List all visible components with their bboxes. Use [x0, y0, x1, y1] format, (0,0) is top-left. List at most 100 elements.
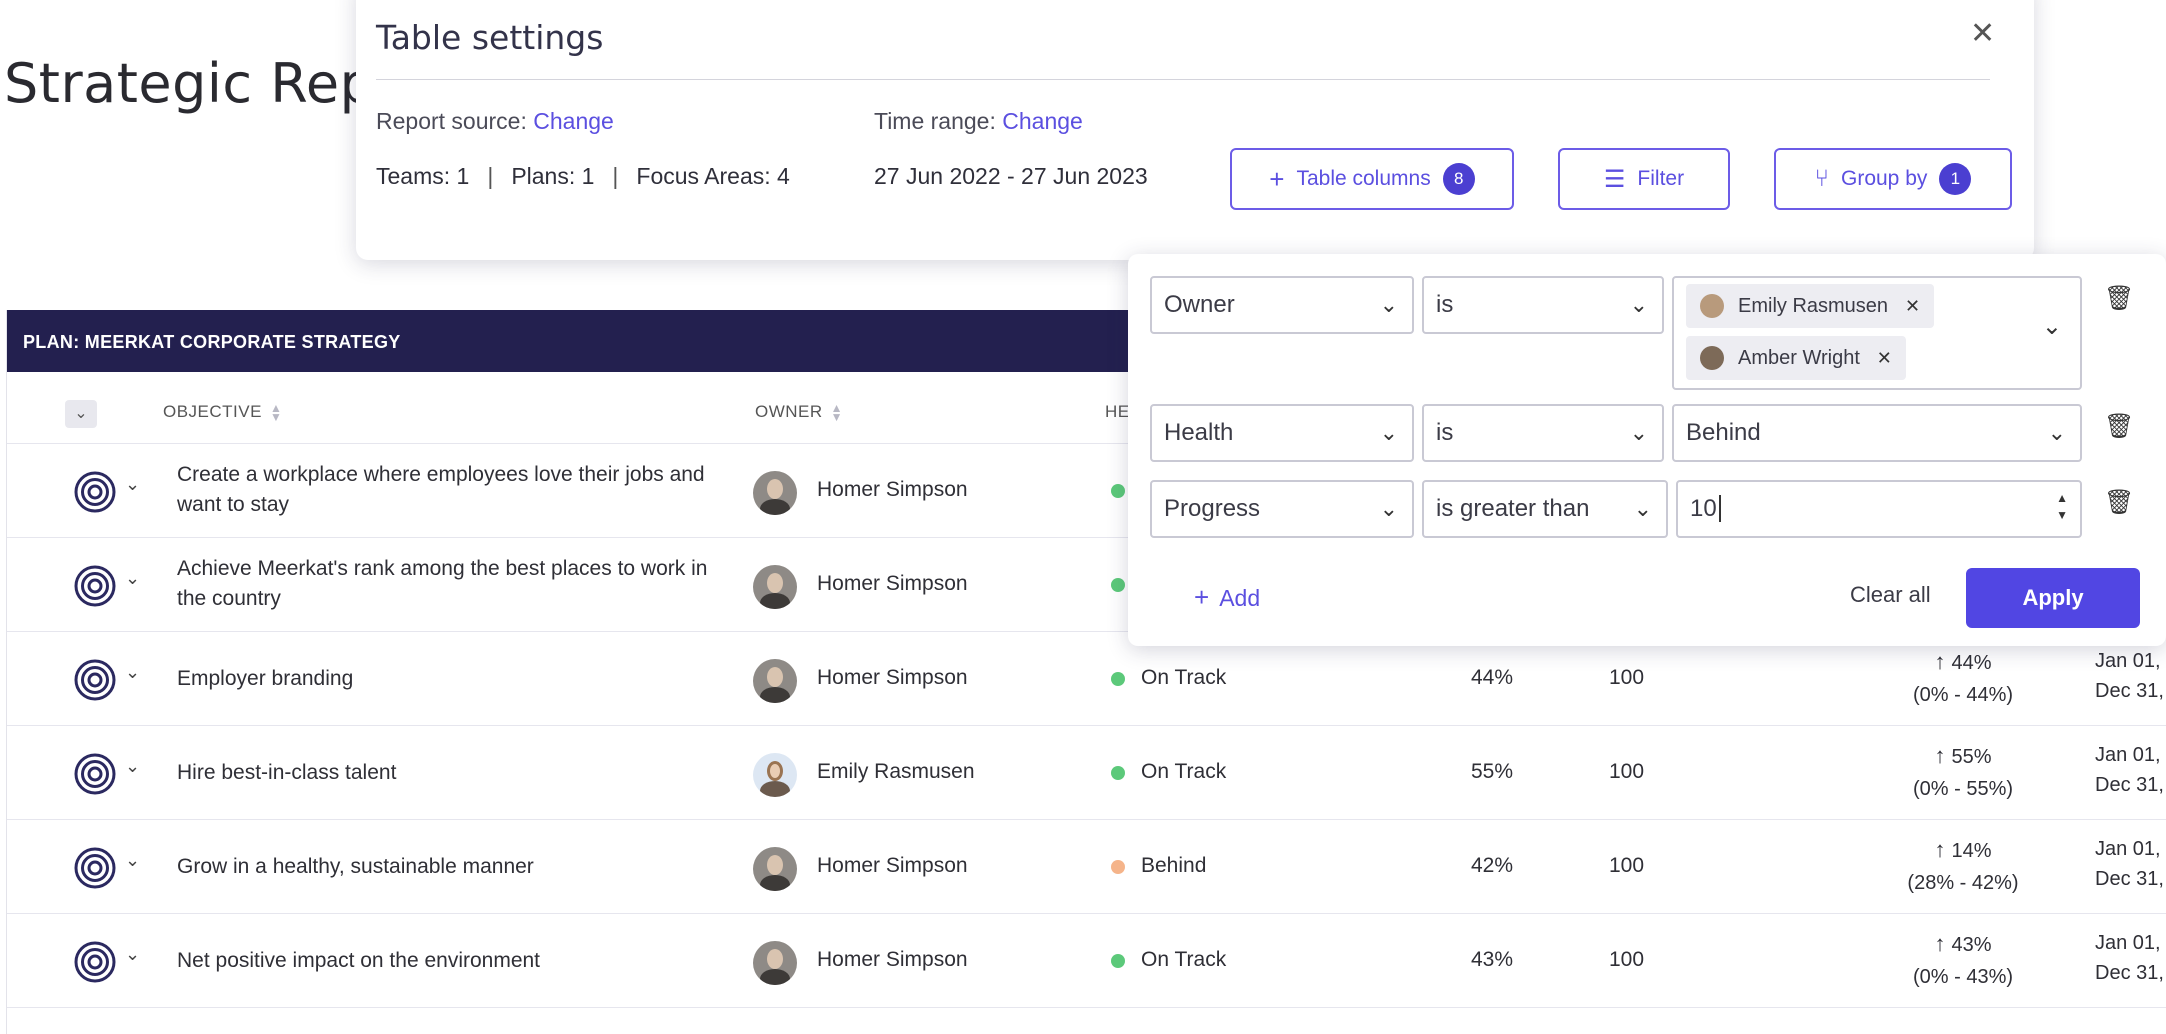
arrow-up-icon: ↑: [1934, 837, 1946, 862]
expand-chevron-icon[interactable]: ⌄: [125, 568, 141, 588]
objective-name[interactable]: Hire best-in-class talent: [177, 761, 397, 784]
date-range: Jan 01, 2Dec 31,: [2095, 838, 2166, 890]
text-cursor: [1718, 495, 1721, 522]
target-value: 100: [1609, 948, 1645, 971]
count-badge: 1: [1939, 163, 1972, 195]
owner-name: Homer Simpson: [817, 666, 968, 689]
filter-value-multiselect[interactable]: Emily Rasmusen ✕ Amber Wright ✕ ⌄: [1672, 276, 2082, 390]
filter-operator-select[interactable]: is ⌄: [1422, 276, 1664, 334]
sort-icon[interactable]: ▲ ▼: [830, 400, 844, 424]
health-status-dot: [1111, 954, 1125, 968]
avatar: [753, 659, 797, 703]
chevron-down-icon[interactable]: ⌄: [2041, 313, 2062, 340]
table-row[interactable]: ⌄ Grow in a healthy, sustainable manner …: [7, 820, 2166, 914]
objective-name[interactable]: Grow in a healthy, sustainable manner: [177, 855, 534, 878]
table-settings-dialog: Table settings ✕ Report source: Change T…: [356, 0, 2034, 260]
objective-name[interactable]: Achieve Meerkat's rank among the best pl…: [177, 557, 708, 610]
progress-value: 43%: [1471, 948, 1514, 971]
filter-field-select[interactable]: Health ⌄: [1150, 404, 1414, 462]
filter-field-select[interactable]: Progress ⌄: [1150, 480, 1414, 538]
owner-name: Homer Simpson: [817, 478, 968, 501]
owner-name: Emily Rasmusen: [817, 760, 975, 783]
date-range-value: 27 Jun 2022 - 27 Jun 2023: [874, 163, 1148, 189]
expand-chevron-icon[interactable]: ⌄: [125, 662, 141, 682]
report-source-change-link[interactable]: Change: [533, 108, 614, 134]
date-range: Jan 01, 2Dec 31,: [2095, 650, 2166, 702]
target-icon: [74, 941, 116, 983]
objective-column-header[interactable]: OBJECTIVE ▲ ▼: [163, 400, 283, 424]
column-header-row: ⌄ OBJECTIVE ▲ ▼ OWNER ▲ ▼ HE: [7, 372, 2166, 444]
progress-value: 44%: [1471, 666, 1514, 689]
sort-icon[interactable]: ▲ ▼: [269, 400, 283, 424]
chevron-down-icon: ⌄: [1379, 292, 1398, 317]
table-row[interactable]: ⌄ Hire best-in-class talent Emily Rasmus…: [7, 726, 2166, 820]
health-status-dot: [1111, 860, 1125, 874]
arrow-up-icon: ↑: [1934, 649, 1946, 674]
filter-field-select[interactable]: Owner ⌄: [1150, 276, 1414, 334]
chevron-down-icon: ⌄: [1379, 496, 1398, 521]
progress-value: 42%: [1471, 854, 1514, 877]
expand-chevron-icon[interactable]: ⌄: [125, 944, 141, 964]
avatar: [1700, 294, 1724, 318]
progress-change: ↑ 14% (28% - 42%): [1907, 837, 2019, 894]
owner-name: Homer Simpson: [817, 948, 968, 971]
filter-value-select[interactable]: Behind ⌄: [1672, 404, 2082, 462]
chevron-down-icon: ⌄: [1379, 420, 1398, 445]
avatar: [753, 941, 797, 985]
clear-all-button[interactable]: Clear all: [1850, 582, 1931, 607]
progress-value: 55%: [1471, 760, 1514, 783]
objective-name[interactable]: Net positive impact on the environment: [177, 949, 541, 972]
owner-name: Homer Simpson: [817, 572, 968, 595]
avatar: [753, 753, 797, 797]
expand-chevron-icon[interactable]: ⌄: [125, 474, 141, 494]
time-range-change-link[interactable]: Change: [1002, 108, 1083, 134]
table-row[interactable]: ⌄ Employer branding Homer Simpson On Tra…: [7, 632, 2166, 726]
remove-chip-icon[interactable]: ✕: [1904, 296, 1921, 316]
objective-name[interactable]: Employer branding: [177, 667, 354, 690]
number-stepper[interactable]: ▲ ▼: [2056, 491, 2068, 522]
target-value: 100: [1609, 666, 1645, 689]
apply-button[interactable]: Apply: [1966, 568, 2140, 628]
table-columns-button[interactable]: + Table columns 8: [1230, 148, 1514, 210]
progress-value-input[interactable]: 10 ▲ ▼: [1676, 480, 2082, 538]
group-by-button[interactable]: ⑂ Group by 1: [1774, 148, 2012, 210]
health-status: On Track: [1141, 760, 1227, 783]
expand-chevron-icon[interactable]: ⌄: [125, 756, 141, 776]
count-badge: 8: [1442, 163, 1475, 195]
health-status-dot: [1111, 484, 1125, 498]
expand-chevron-icon[interactable]: ⌄: [125, 850, 141, 870]
filter-operator-select[interactable]: is greater than ⌄: [1422, 480, 1668, 538]
health-column-header[interactable]: HE: [1105, 402, 1130, 421]
branch-icon: ⑂: [1814, 165, 1829, 192]
avatar: [1700, 346, 1724, 370]
target-icon: [74, 847, 116, 889]
plus-icon: +: [1269, 163, 1285, 194]
delete-icon[interactable]: 🗑: [2104, 285, 2135, 312]
delete-icon[interactable]: 🗑: [2104, 413, 2135, 440]
health-status-dot: [1111, 578, 1125, 592]
delete-icon[interactable]: 🗑: [2104, 489, 2135, 516]
add-filter-button[interactable]: + Add: [1194, 582, 1261, 612]
remove-chip-icon[interactable]: ✕: [1876, 348, 1892, 368]
owner-name: Homer Simpson: [817, 854, 968, 877]
objective-name[interactable]: Create a workplace where employees love …: [177, 463, 705, 516]
chevron-down-icon: ⌄: [1633, 496, 1652, 521]
close-icon[interactable]: ✕: [1970, 17, 1996, 50]
health-status-dot: [1111, 766, 1125, 780]
scope-summary: Teams: 1 | Plans: 1 | Focus Areas: 4: [376, 163, 790, 189]
value-chip: Emily Rasmusen ✕: [1686, 284, 1935, 328]
target-icon: [74, 471, 116, 513]
health-status: On Track: [1141, 948, 1227, 971]
filter-operator-select[interactable]: is ⌄: [1422, 404, 1664, 462]
filter-button[interactable]: ☰ Filter: [1558, 148, 1730, 210]
health-status: Behind: [1141, 854, 1207, 877]
table-row[interactable]: ⌄ Net positive impact on the environment…: [7, 914, 2166, 1008]
page-title: Strategic Repo: [4, 52, 408, 115]
table-row[interactable]: ⌄ Achieve Meerkat's rank among the best …: [7, 538, 2166, 632]
target-value: 100: [1609, 854, 1645, 877]
filter-icon: ☰: [1603, 165, 1626, 193]
table-row[interactable]: ⌄ Create a workplace where employees lov…: [7, 444, 2166, 538]
owner-column-header[interactable]: OWNER ▲ ▼: [755, 400, 844, 424]
collapse-all-button[interactable]: ⌄: [65, 400, 97, 428]
progress-change: ↑ 43% (0% - 43%): [1912, 931, 2014, 988]
